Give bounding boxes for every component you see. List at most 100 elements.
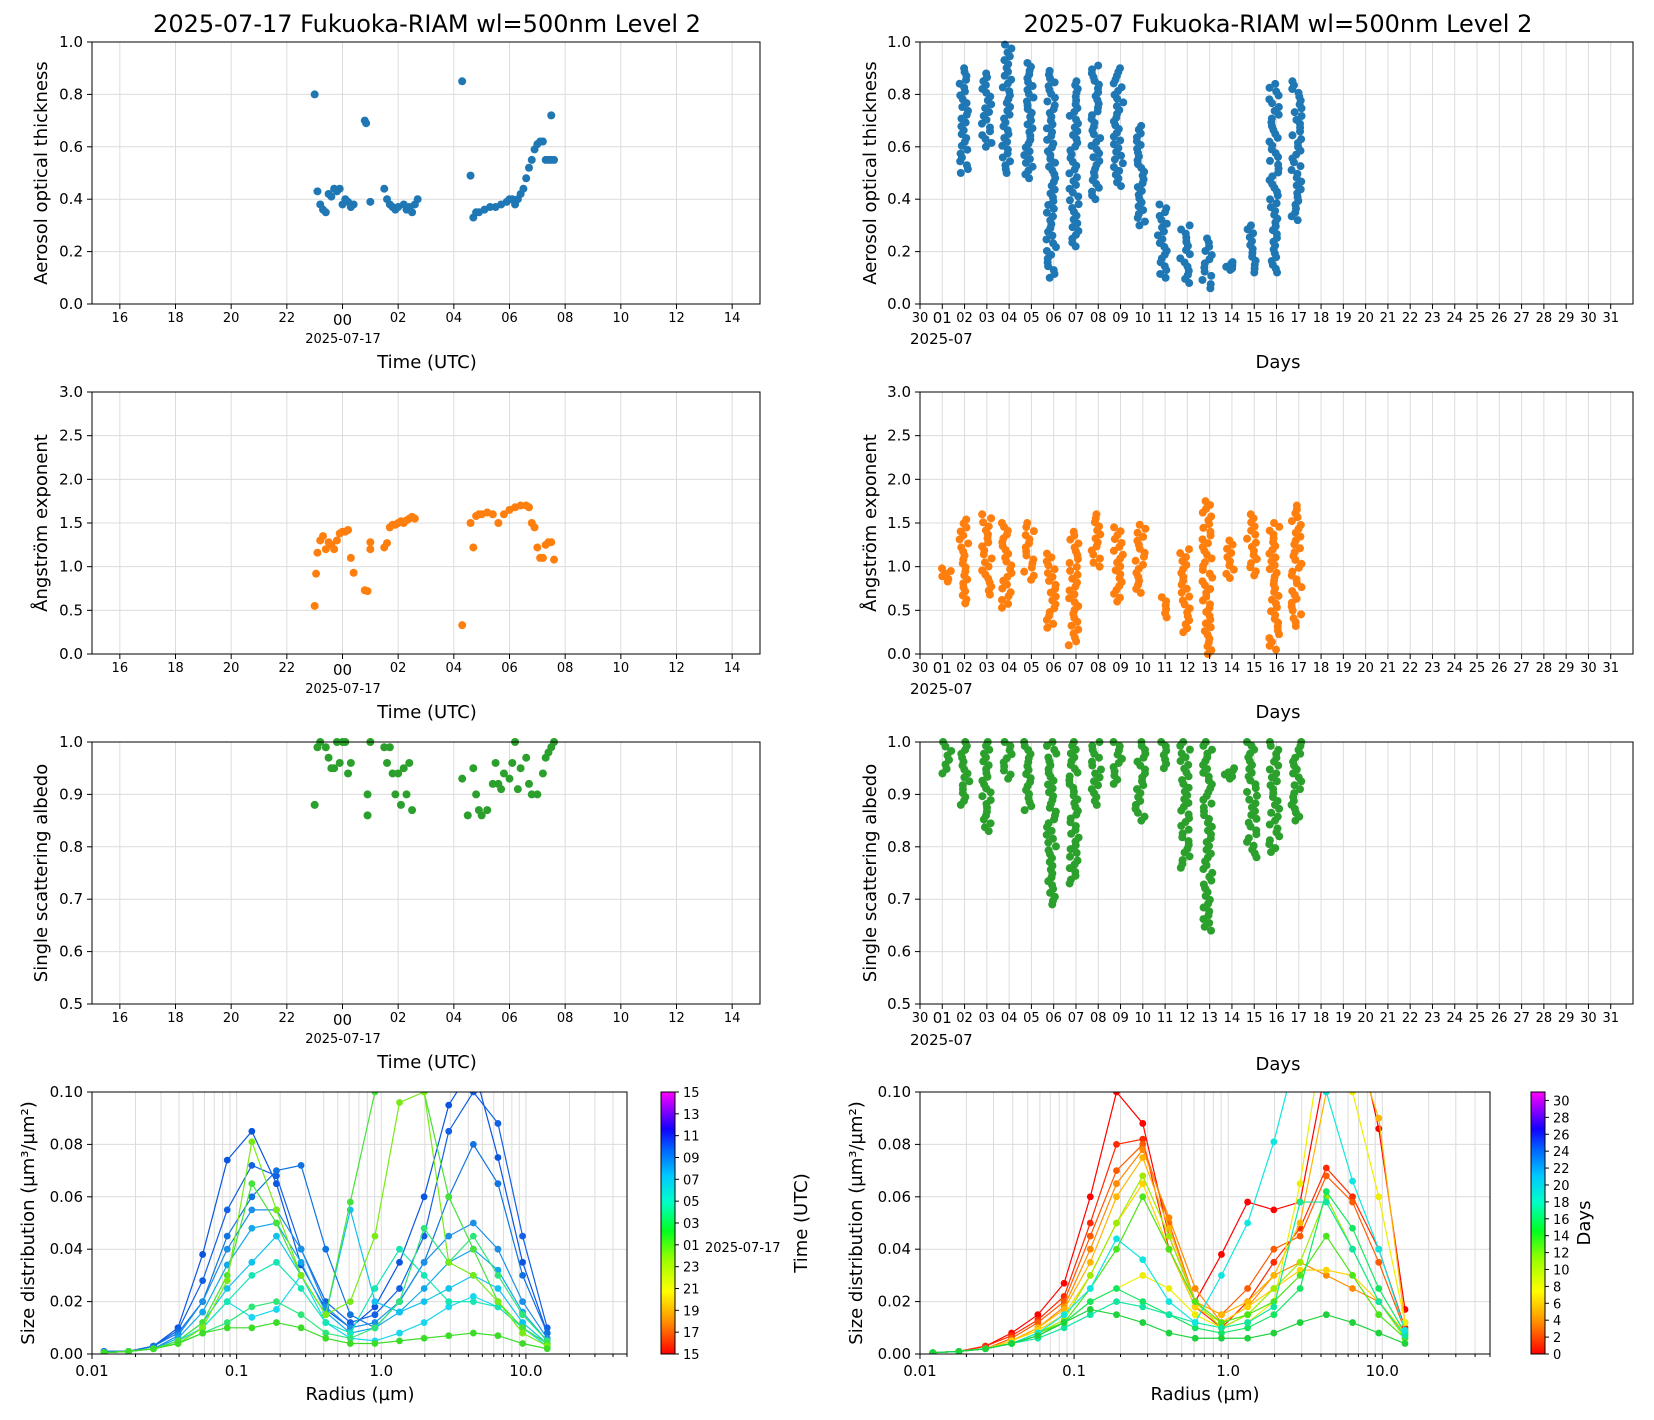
data-point xyxy=(458,77,467,86)
data-point xyxy=(1265,836,1274,845)
data-point xyxy=(383,539,392,548)
series-point xyxy=(371,1303,379,1311)
data-point xyxy=(413,195,422,204)
data-point xyxy=(344,525,353,534)
y-axis-label: Size distribution (µm³/µm²) xyxy=(18,1101,39,1344)
series-point xyxy=(1086,1193,1094,1201)
x-tick-label: 04 xyxy=(446,1011,463,1026)
data-point xyxy=(937,564,946,573)
data-point xyxy=(1267,595,1276,604)
series-point xyxy=(420,1258,428,1266)
data-point xyxy=(538,769,547,778)
x-tick-label: 02 xyxy=(956,311,973,326)
data-point xyxy=(1288,587,1297,596)
data-point xyxy=(1206,527,1215,536)
data-point xyxy=(538,137,547,146)
data-point xyxy=(1020,806,1029,815)
data-point xyxy=(1087,111,1096,120)
plot-grid xyxy=(92,41,760,305)
series-point xyxy=(1375,1125,1383,1133)
series-point xyxy=(469,1329,477,1337)
y-tick-label: 0.8 xyxy=(887,838,911,856)
x-tick-label: 13 xyxy=(1201,1011,1218,1026)
x-ticks: 16 18 20 22 00 02 04 06 08 10 12 14 xyxy=(112,304,740,329)
series-point xyxy=(223,1319,231,1326)
series-point xyxy=(346,1198,354,1206)
data-point xyxy=(1267,808,1276,817)
x-tick-label: 24 xyxy=(1446,1011,1463,1026)
series-point xyxy=(396,1329,403,1337)
series-point xyxy=(494,1180,502,1188)
data-point xyxy=(1222,569,1231,578)
data-point xyxy=(1243,787,1252,796)
series-point xyxy=(469,1232,477,1240)
data-point xyxy=(402,790,411,799)
x-ticks: 30 01 02 03 04 05 06 07 08 09 10 11 12 13 14 15 16 17 18 19… xyxy=(912,304,1619,327)
data-point xyxy=(1199,880,1208,889)
data-point xyxy=(1288,567,1297,576)
series-point xyxy=(223,1232,231,1240)
x-tick-label: 14 xyxy=(1224,311,1241,326)
data-point xyxy=(1271,79,1280,88)
data-point xyxy=(1157,593,1166,602)
x-tick-label: 20 xyxy=(1357,1011,1374,1026)
series-point xyxy=(1322,1232,1330,1240)
data-point xyxy=(1251,799,1260,808)
series-point xyxy=(1375,1298,1383,1305)
daily-size-distribution-panel: 0.01 0.1 1.0 10.0 0.000.020.040.060.080.10 … xyxy=(18,1083,812,1405)
x-tick-label: 29 xyxy=(1558,311,1575,326)
data-point xyxy=(1074,833,1083,842)
data-point xyxy=(1029,527,1038,536)
series-point xyxy=(199,1324,207,1332)
y-tick-label: 0.5 xyxy=(887,601,911,619)
series-point xyxy=(1375,1193,1383,1201)
data-point xyxy=(1297,112,1306,121)
daily-aot-panel: 2025-07-17 Fukuoka-RIAM wl=500nm Level 2… xyxy=(31,10,761,373)
series-point xyxy=(1113,1311,1120,1319)
y-tick-label: 0.5 xyxy=(59,601,83,619)
series-point xyxy=(248,1180,256,1188)
data-point xyxy=(1110,523,1119,532)
data-point xyxy=(547,538,556,547)
data-point xyxy=(530,523,539,532)
data-points xyxy=(938,738,1306,935)
series-point xyxy=(1113,1219,1120,1227)
data-point xyxy=(463,811,472,820)
data-point xyxy=(1297,610,1306,619)
series-point xyxy=(1060,1279,1068,1287)
data-point xyxy=(1184,545,1193,554)
x-tick-label: 02 xyxy=(390,661,407,676)
colorbar-tick-label: 19 xyxy=(683,1304,700,1319)
data-point xyxy=(1051,842,1060,851)
series-point xyxy=(519,1311,526,1319)
data-point xyxy=(1244,818,1253,827)
data-point xyxy=(1198,577,1207,586)
data-point xyxy=(980,823,989,832)
data-point xyxy=(1116,527,1125,536)
data-point xyxy=(1074,539,1083,548)
data-point xyxy=(1205,569,1214,578)
series-point xyxy=(1086,1285,1094,1292)
data-point xyxy=(960,64,969,73)
data-point xyxy=(1042,208,1051,217)
data-point xyxy=(981,142,990,151)
data-point xyxy=(1072,562,1081,571)
series-point xyxy=(1349,1319,1356,1326)
y-tick-label: 0.0 xyxy=(887,645,911,663)
data-point xyxy=(1245,795,1254,804)
y-tick-label: 0.0 xyxy=(887,295,911,313)
plot-frame xyxy=(91,741,761,1005)
y-axis-label: Ångström exponent xyxy=(30,434,52,612)
series-point xyxy=(371,1311,379,1319)
y-tick-label: 1.5 xyxy=(59,514,83,532)
data-point xyxy=(958,781,967,790)
series-point xyxy=(1139,1319,1147,1326)
x-tick-label: 09 xyxy=(1112,311,1129,326)
series-point xyxy=(519,1319,526,1326)
series-point xyxy=(223,1298,231,1305)
series-point xyxy=(199,1251,207,1258)
series-point xyxy=(420,1092,428,1096)
data-point xyxy=(321,208,330,217)
x-tick-label: 15 xyxy=(1246,661,1263,676)
data-point xyxy=(947,746,956,755)
